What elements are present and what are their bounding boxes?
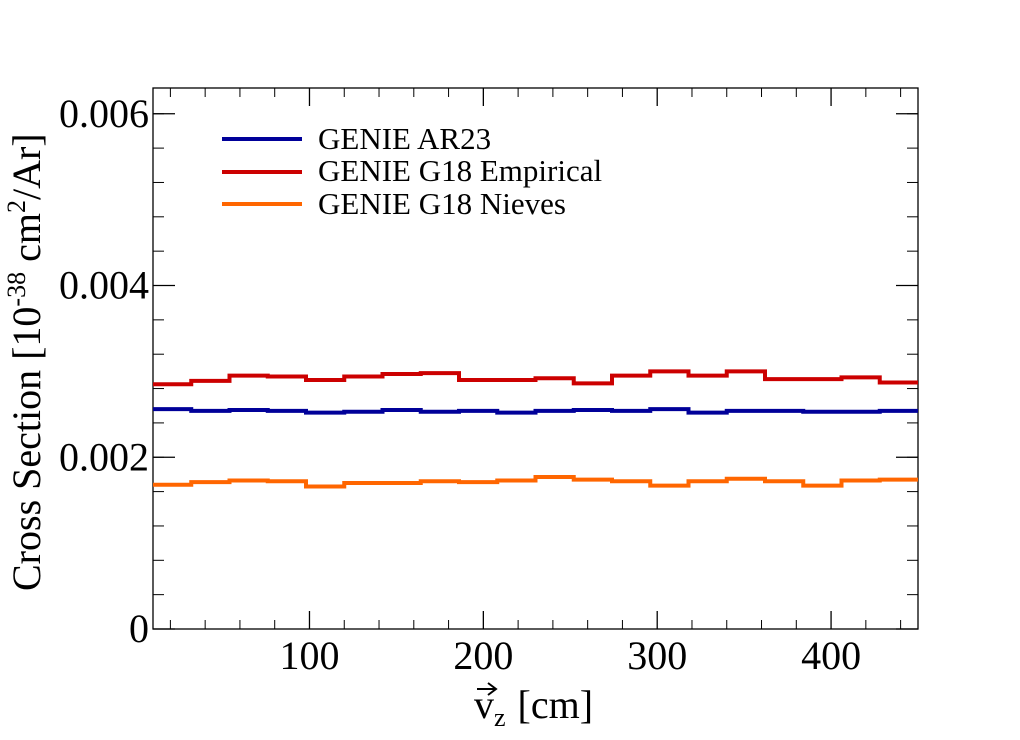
tick-labels: 100 200 300 400 0 0.002 0.004 0.006 — [59, 91, 861, 678]
x-axis-subscript: z — [494, 703, 506, 732]
x-tick-label: 100 — [279, 633, 339, 678]
legend-label-ar23: GENIE AR23 — [318, 121, 491, 156]
y-tick-label: 0.004 — [59, 263, 149, 308]
x-tick-label: 200 — [453, 633, 513, 678]
axis-ticks — [153, 88, 918, 630]
legend-label-g18-nieves: GENIE G18 Nieves — [318, 186, 566, 221]
legend-label-g18-empirical: GENIE G18 Empirical — [318, 153, 602, 188]
y-tick-label: 0 — [129, 606, 149, 651]
y-axis-title: Cross Section [10-38 cm2/Ar] — [2, 133, 49, 591]
series-line-1 — [153, 369, 918, 387]
series-line-2 — [153, 475, 918, 489]
y-tick-label: 0.006 — [59, 91, 149, 136]
x-tick-label: 400 — [801, 633, 861, 678]
y-tick-label: 0.002 — [59, 434, 149, 479]
x-axis-unit: [cm] — [518, 682, 594, 727]
series-line-0 — [153, 407, 918, 415]
x-tick-label: 300 — [627, 633, 687, 678]
series-group — [153, 369, 918, 489]
x-axis-title: vz [cm] — [474, 682, 593, 732]
plot-frame — [152, 87, 919, 630]
vector-arrow-icon — [477, 682, 498, 696]
legend: GENIE AR23 GENIE G18 Empirical GENIE G18… — [222, 121, 602, 221]
svg-text:vz[cm]: vz [cm] — [474, 682, 593, 732]
